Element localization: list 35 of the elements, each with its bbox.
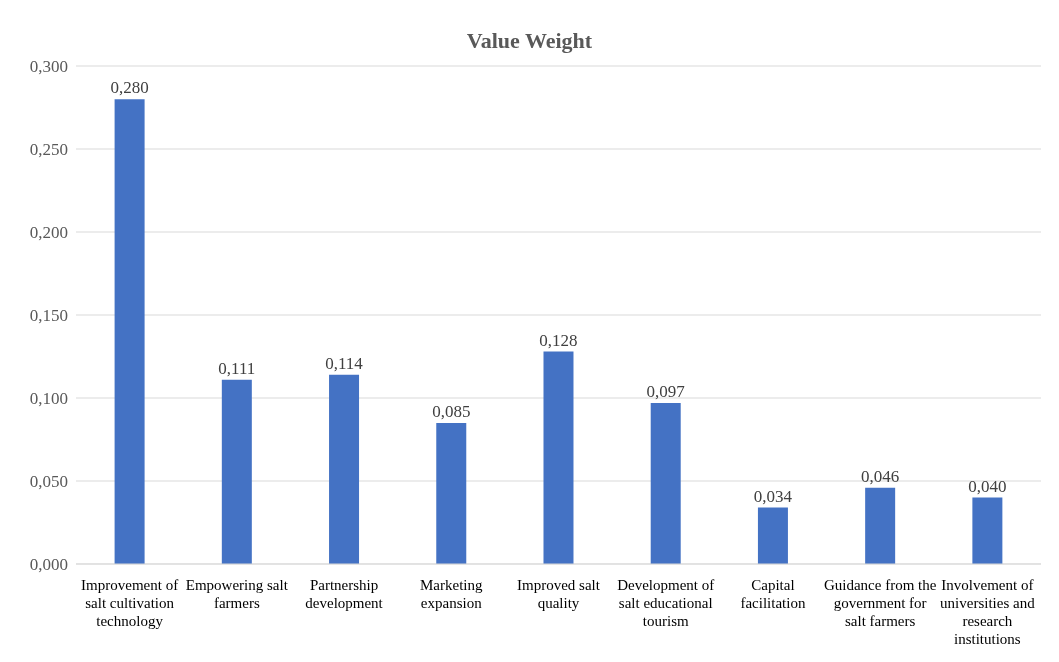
y-tick-label: 0,050 — [29, 472, 68, 492]
data-label: 0,034 — [753, 486, 793, 506]
bar — [650, 402, 681, 564]
x-tick-label: Improved salt quality — [517, 577, 601, 611]
bar — [972, 497, 1003, 564]
y-tick-label: 0,100 — [29, 389, 68, 409]
x-tick-label: Marketing expansion — [420, 577, 484, 611]
x-tick-label: Development of salt educational tourism — [617, 577, 715, 629]
bar — [436, 422, 467, 564]
bar — [329, 374, 360, 564]
x-tick-label: Empowering salt farmers — [185, 577, 289, 611]
data-label: 0,097 — [646, 381, 686, 401]
x-tick-label: Involvement of universities and research institutions — [940, 577, 1036, 647]
bar — [543, 351, 574, 564]
data-label: 0,114 — [325, 353, 364, 373]
y-tick-label: 0,250 — [29, 140, 68, 160]
data-label: 0,128 — [539, 330, 578, 350]
y-tick-label: 0,150 — [29, 306, 68, 326]
bar — [865, 487, 896, 564]
x-tick-label: Guidance from the government for salt farmers — [823, 577, 937, 629]
bar — [114, 99, 145, 564]
x-tick-label: Capital facilitation — [740, 577, 806, 611]
data-label: 0,280 — [110, 78, 149, 98]
data-label: 0,111 — [218, 358, 256, 378]
y-tick-label: 0,300 — [29, 57, 68, 77]
data-label: 0,085 — [432, 401, 471, 421]
data-label: 0,040 — [968, 476, 1007, 496]
bar — [221, 379, 252, 564]
chart-title: Value Weight — [465, 27, 594, 55]
data-label: 0,046 — [861, 466, 900, 486]
x-tick-label: Improvement of salt cultivation technology — [81, 577, 179, 629]
x-tick-label: Partnership development — [305, 577, 384, 611]
y-tick-label: 0,200 — [29, 223, 68, 243]
bar — [757, 507, 788, 564]
y-tick-label: 0,000 — [29, 555, 68, 575]
